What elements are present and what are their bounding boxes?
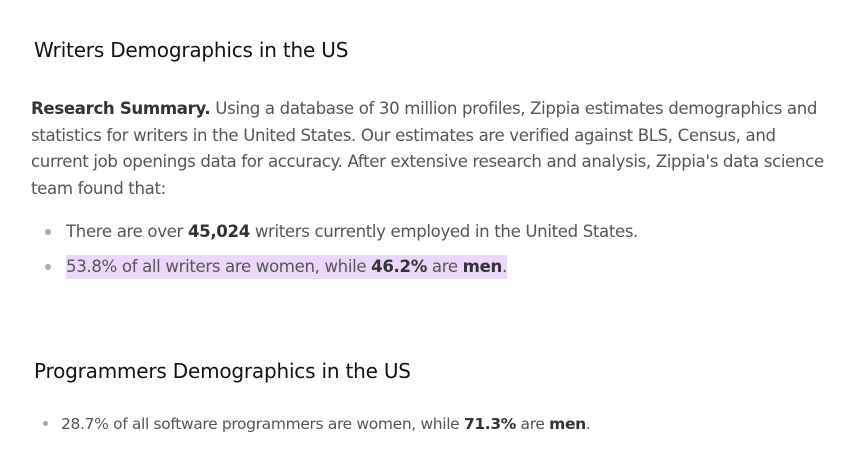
writers-stats-list: There are over 45,024 writers currently … xyxy=(45,219,835,289)
list-item-text: . xyxy=(501,257,507,276)
section-title-writers: Writers Demographics in the US xyxy=(34,38,349,62)
programmers-stats-list: 28.7% of all software programmers are wo… xyxy=(43,412,833,436)
list-item-text: writers currently employed in the United… xyxy=(249,222,639,241)
list-item-text: are xyxy=(426,257,463,276)
section-title-programmers: Programmers Demographics in the US xyxy=(34,359,411,383)
list-item-text: There are over xyxy=(66,222,188,241)
men-percentage: 71.3% xyxy=(463,415,516,433)
men-label: men xyxy=(549,415,586,433)
bullet-dot-icon xyxy=(43,421,48,426)
bullet-dot-icon xyxy=(45,229,51,235)
list-item-text: 28.7% of all software programmers are wo… xyxy=(61,415,464,433)
men-label: men xyxy=(462,257,503,276)
research-summary-text: Using a database of 30 million profiles,… xyxy=(31,99,824,199)
list-item-text: are xyxy=(515,415,550,433)
highlighted-text: 53.8% of all writers are women, while 46… xyxy=(66,255,507,279)
list-item-programmers-gender: 28.7% of all software programmers are wo… xyxy=(43,412,833,436)
list-item-writers-gender: 53.8% of all writers are women, while 46… xyxy=(45,254,835,280)
bullet-dot-icon xyxy=(45,264,51,270)
list-item-text: . xyxy=(585,415,591,433)
list-item-writers-employed: There are over 45,024 writers currently … xyxy=(45,219,835,245)
men-percentage: 46.2% xyxy=(371,257,427,276)
list-item-text: 53.8% of all writers are women, while xyxy=(66,257,372,276)
research-summary-label: Research Summary. xyxy=(31,99,211,118)
writers-count: 45,024 xyxy=(187,222,250,241)
research-summary-paragraph: Research Summary. Using a database of 30… xyxy=(31,96,831,203)
